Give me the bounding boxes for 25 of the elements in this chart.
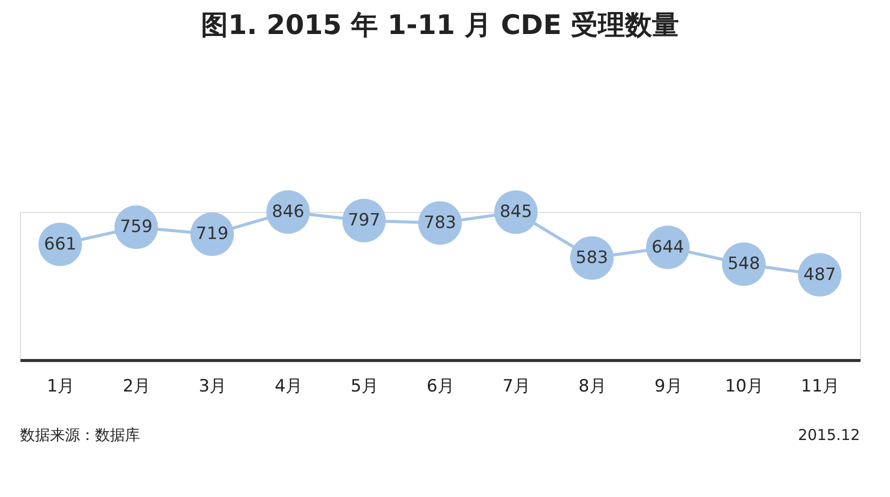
data-label: 846 <box>272 202 304 222</box>
data-label: 661 <box>44 234 76 254</box>
x-tick-label: 9月 <box>654 376 682 396</box>
data-label: 759 <box>120 217 152 238</box>
data-label: 487 <box>804 264 836 285</box>
x-tick-label: 4月 <box>274 376 303 396</box>
data-label: 797 <box>348 210 380 231</box>
x-tick-label: 8月 <box>578 376 606 396</box>
x-tick-label: 7月 <box>502 376 530 396</box>
source-note: 数据来源：数据库 <box>20 426 140 444</box>
x-tick-label: 5月 <box>350 376 378 396</box>
data-label: 548 <box>728 254 760 274</box>
x-tick-label: 1月 <box>46 376 75 396</box>
data-label: 644 <box>652 237 684 258</box>
data-label: 719 <box>196 224 228 244</box>
x-tick-label: 3月 <box>198 376 227 396</box>
data-label: 783 <box>424 213 456 234</box>
data-label: 583 <box>576 248 608 268</box>
x-tick-label: 6月 <box>426 376 454 396</box>
x-tick-label: 10月 <box>724 376 764 396</box>
data-label: 845 <box>500 202 532 222</box>
x-tick-label: 11月 <box>800 376 840 396</box>
chart-title: 图1. 2015 年 1-11 月 CDE 受理数量 <box>201 10 679 42</box>
text: 2015.12 <box>798 426 860 444</box>
x-tick-label: 2月 <box>122 376 151 396</box>
